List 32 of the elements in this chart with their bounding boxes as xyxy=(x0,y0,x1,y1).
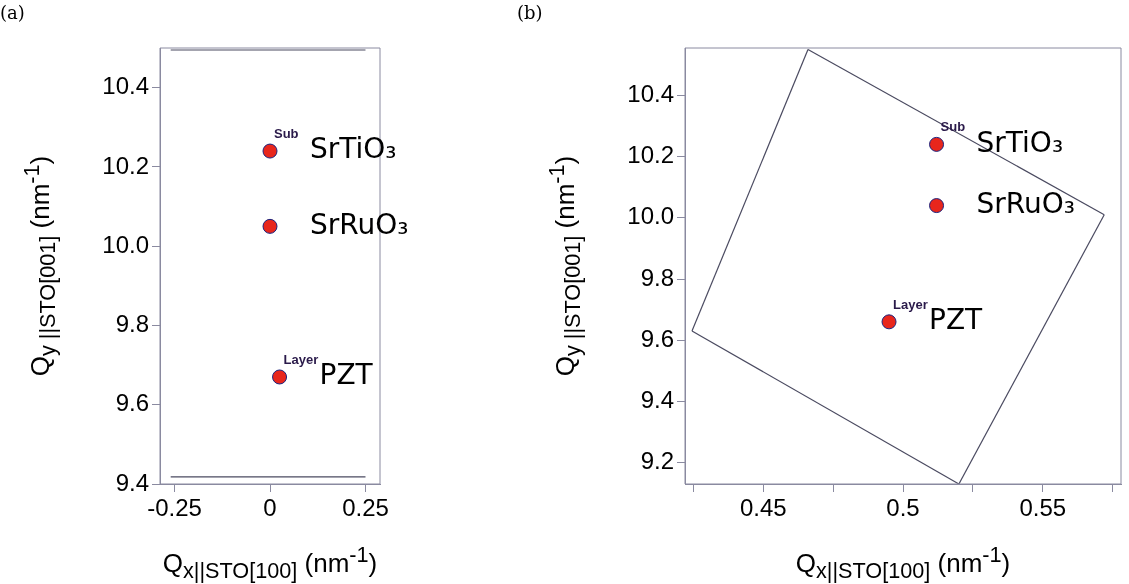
x-axis-title: Q$_{x||STO[100]}$ (nm$^{-1}$) xyxy=(794,542,1012,584)
y-tick-label: 9.6 xyxy=(115,389,149,417)
text: (b) xyxy=(517,2,543,23)
y-tick-label: 9.8 xyxy=(640,263,674,291)
y-tick-label: 9.2 xyxy=(640,447,674,475)
series-label: SrTiO₃ xyxy=(976,125,1064,159)
text: (a) xyxy=(0,2,25,23)
y-tick-label: 9.6 xyxy=(640,324,674,352)
annotation: Layer xyxy=(283,352,319,368)
series-label: SrRuO₃ xyxy=(310,207,409,241)
y-tick-label: 10.2 xyxy=(102,151,149,179)
y-tick-label: 10.4 xyxy=(102,72,149,100)
series-label: PZT xyxy=(929,303,984,337)
series-label: SrTiO₃ xyxy=(310,132,397,166)
x-tick-label: 0.45 xyxy=(739,494,787,522)
series-label: PZT xyxy=(319,358,374,392)
y-tick-label: 9.4 xyxy=(640,386,674,414)
y-tick-label: 10.2 xyxy=(627,141,674,169)
annotation: Layer xyxy=(893,296,928,312)
y-tick-label: 10.4 xyxy=(627,80,674,108)
x-tick-label: 0.5 xyxy=(886,494,920,522)
x-tick-label: 0 xyxy=(263,494,277,522)
x-tick-label: 0.25 xyxy=(342,494,389,522)
x-tick-label: -0.25 xyxy=(147,494,202,522)
annotation: Sub xyxy=(274,126,299,142)
y-tick-label: 10.0 xyxy=(102,230,149,258)
y-tick-label: 9.4 xyxy=(115,468,149,496)
x-axis-title: Q$_{x||STO[100]}$ (nm$^{-1}$) xyxy=(161,542,379,584)
y-tick-label: 10.0 xyxy=(627,202,674,230)
y-tick-label: 9.8 xyxy=(115,310,149,338)
x-tick-label: 0.55 xyxy=(1019,494,1067,522)
series-label: SrRuO₃ xyxy=(976,186,1076,220)
